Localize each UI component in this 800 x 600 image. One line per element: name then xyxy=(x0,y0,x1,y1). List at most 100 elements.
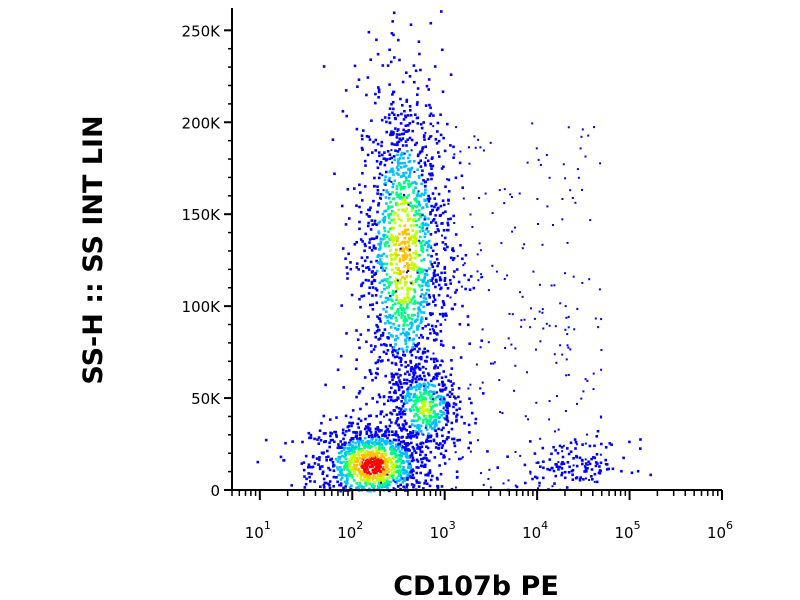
event-dot xyxy=(384,184,387,186)
event-dot xyxy=(380,429,383,432)
event-dot xyxy=(571,468,575,472)
event-dot xyxy=(386,207,390,211)
event-dot xyxy=(345,430,348,433)
event-dot xyxy=(564,177,567,180)
event-dot xyxy=(442,370,445,373)
event-dot xyxy=(409,23,413,26)
event-dot xyxy=(431,474,434,478)
event-dot xyxy=(396,279,399,282)
event-dot xyxy=(375,330,379,333)
event-dot xyxy=(411,405,414,409)
event-dot xyxy=(383,178,387,182)
event-dot xyxy=(417,209,421,212)
event-dot xyxy=(546,205,549,208)
event-dot xyxy=(400,469,403,472)
event-dot xyxy=(416,255,419,258)
event-dot xyxy=(639,438,642,441)
event-dot xyxy=(374,294,378,297)
event-dot xyxy=(421,221,425,225)
event-dot xyxy=(395,319,398,322)
event-dot xyxy=(565,358,568,361)
event-dot xyxy=(404,140,408,143)
event-dot xyxy=(371,465,374,468)
event-dot xyxy=(377,317,381,320)
event-dot xyxy=(307,463,311,466)
event-dot xyxy=(459,244,462,247)
event-dot xyxy=(434,416,437,419)
event-dot xyxy=(407,364,410,367)
event-dot xyxy=(426,205,429,209)
event-dot xyxy=(542,466,545,470)
event-dot xyxy=(414,219,418,223)
event-dot xyxy=(358,183,361,187)
event-dot xyxy=(611,467,615,471)
event-dot xyxy=(408,338,411,342)
event-dot xyxy=(389,306,393,310)
event-dot xyxy=(395,166,399,169)
event-dot xyxy=(409,454,412,458)
event-dot xyxy=(377,203,380,207)
event-dot xyxy=(584,462,588,465)
event-dot xyxy=(422,403,426,407)
event-dot xyxy=(302,468,306,472)
event-dot xyxy=(399,122,403,125)
event-dot xyxy=(374,432,378,436)
event-dot xyxy=(381,212,385,216)
event-dot xyxy=(562,163,565,166)
event-dot xyxy=(526,371,528,374)
event-dot xyxy=(382,307,385,311)
event-dot xyxy=(443,388,447,391)
event-dot xyxy=(425,288,429,292)
event-dot xyxy=(416,426,419,429)
event-dot xyxy=(587,460,590,464)
event-dot xyxy=(469,383,472,386)
event-dot xyxy=(425,367,427,370)
event-dot xyxy=(369,454,373,457)
event-dot xyxy=(427,78,431,81)
event-dot xyxy=(414,319,417,322)
event-dot xyxy=(335,435,338,438)
event-dot xyxy=(378,337,382,340)
event-dot xyxy=(600,442,603,446)
event-dot xyxy=(585,477,587,480)
event-dot xyxy=(430,204,433,208)
event-dot xyxy=(391,349,395,352)
event-dot xyxy=(420,357,423,361)
event-dot xyxy=(344,223,348,226)
event-dot xyxy=(418,374,422,378)
event-dot xyxy=(376,315,379,318)
event-dot xyxy=(431,312,434,315)
event-dot xyxy=(416,271,419,274)
event-dot xyxy=(410,459,414,463)
event-dot xyxy=(348,465,351,469)
event-dot xyxy=(386,316,389,319)
event-dot xyxy=(408,217,412,221)
event-dot xyxy=(406,130,409,133)
event-dot xyxy=(379,258,382,261)
event-dot xyxy=(459,150,462,153)
event-dot xyxy=(380,473,383,477)
event-dot xyxy=(437,293,441,297)
event-dot xyxy=(503,277,506,280)
event-dot xyxy=(368,465,372,469)
event-dot xyxy=(399,303,403,307)
event-dot xyxy=(337,451,341,455)
event-dot xyxy=(332,469,336,473)
event-dot xyxy=(420,457,423,461)
event-dot xyxy=(379,260,383,264)
event-dot xyxy=(351,444,354,447)
event-dot xyxy=(418,230,422,233)
event-dot xyxy=(427,393,431,396)
event-dot xyxy=(420,149,424,153)
event-dot xyxy=(393,326,397,330)
event-dot xyxy=(438,312,442,316)
event-dot xyxy=(403,307,406,311)
event-dot xyxy=(393,355,397,359)
event-dot xyxy=(566,461,570,464)
event-dot xyxy=(415,301,418,305)
event-dot xyxy=(409,464,412,467)
event-dot xyxy=(405,348,409,352)
event-dot xyxy=(450,421,454,425)
event-dot xyxy=(575,455,579,459)
event-dot xyxy=(351,437,355,441)
